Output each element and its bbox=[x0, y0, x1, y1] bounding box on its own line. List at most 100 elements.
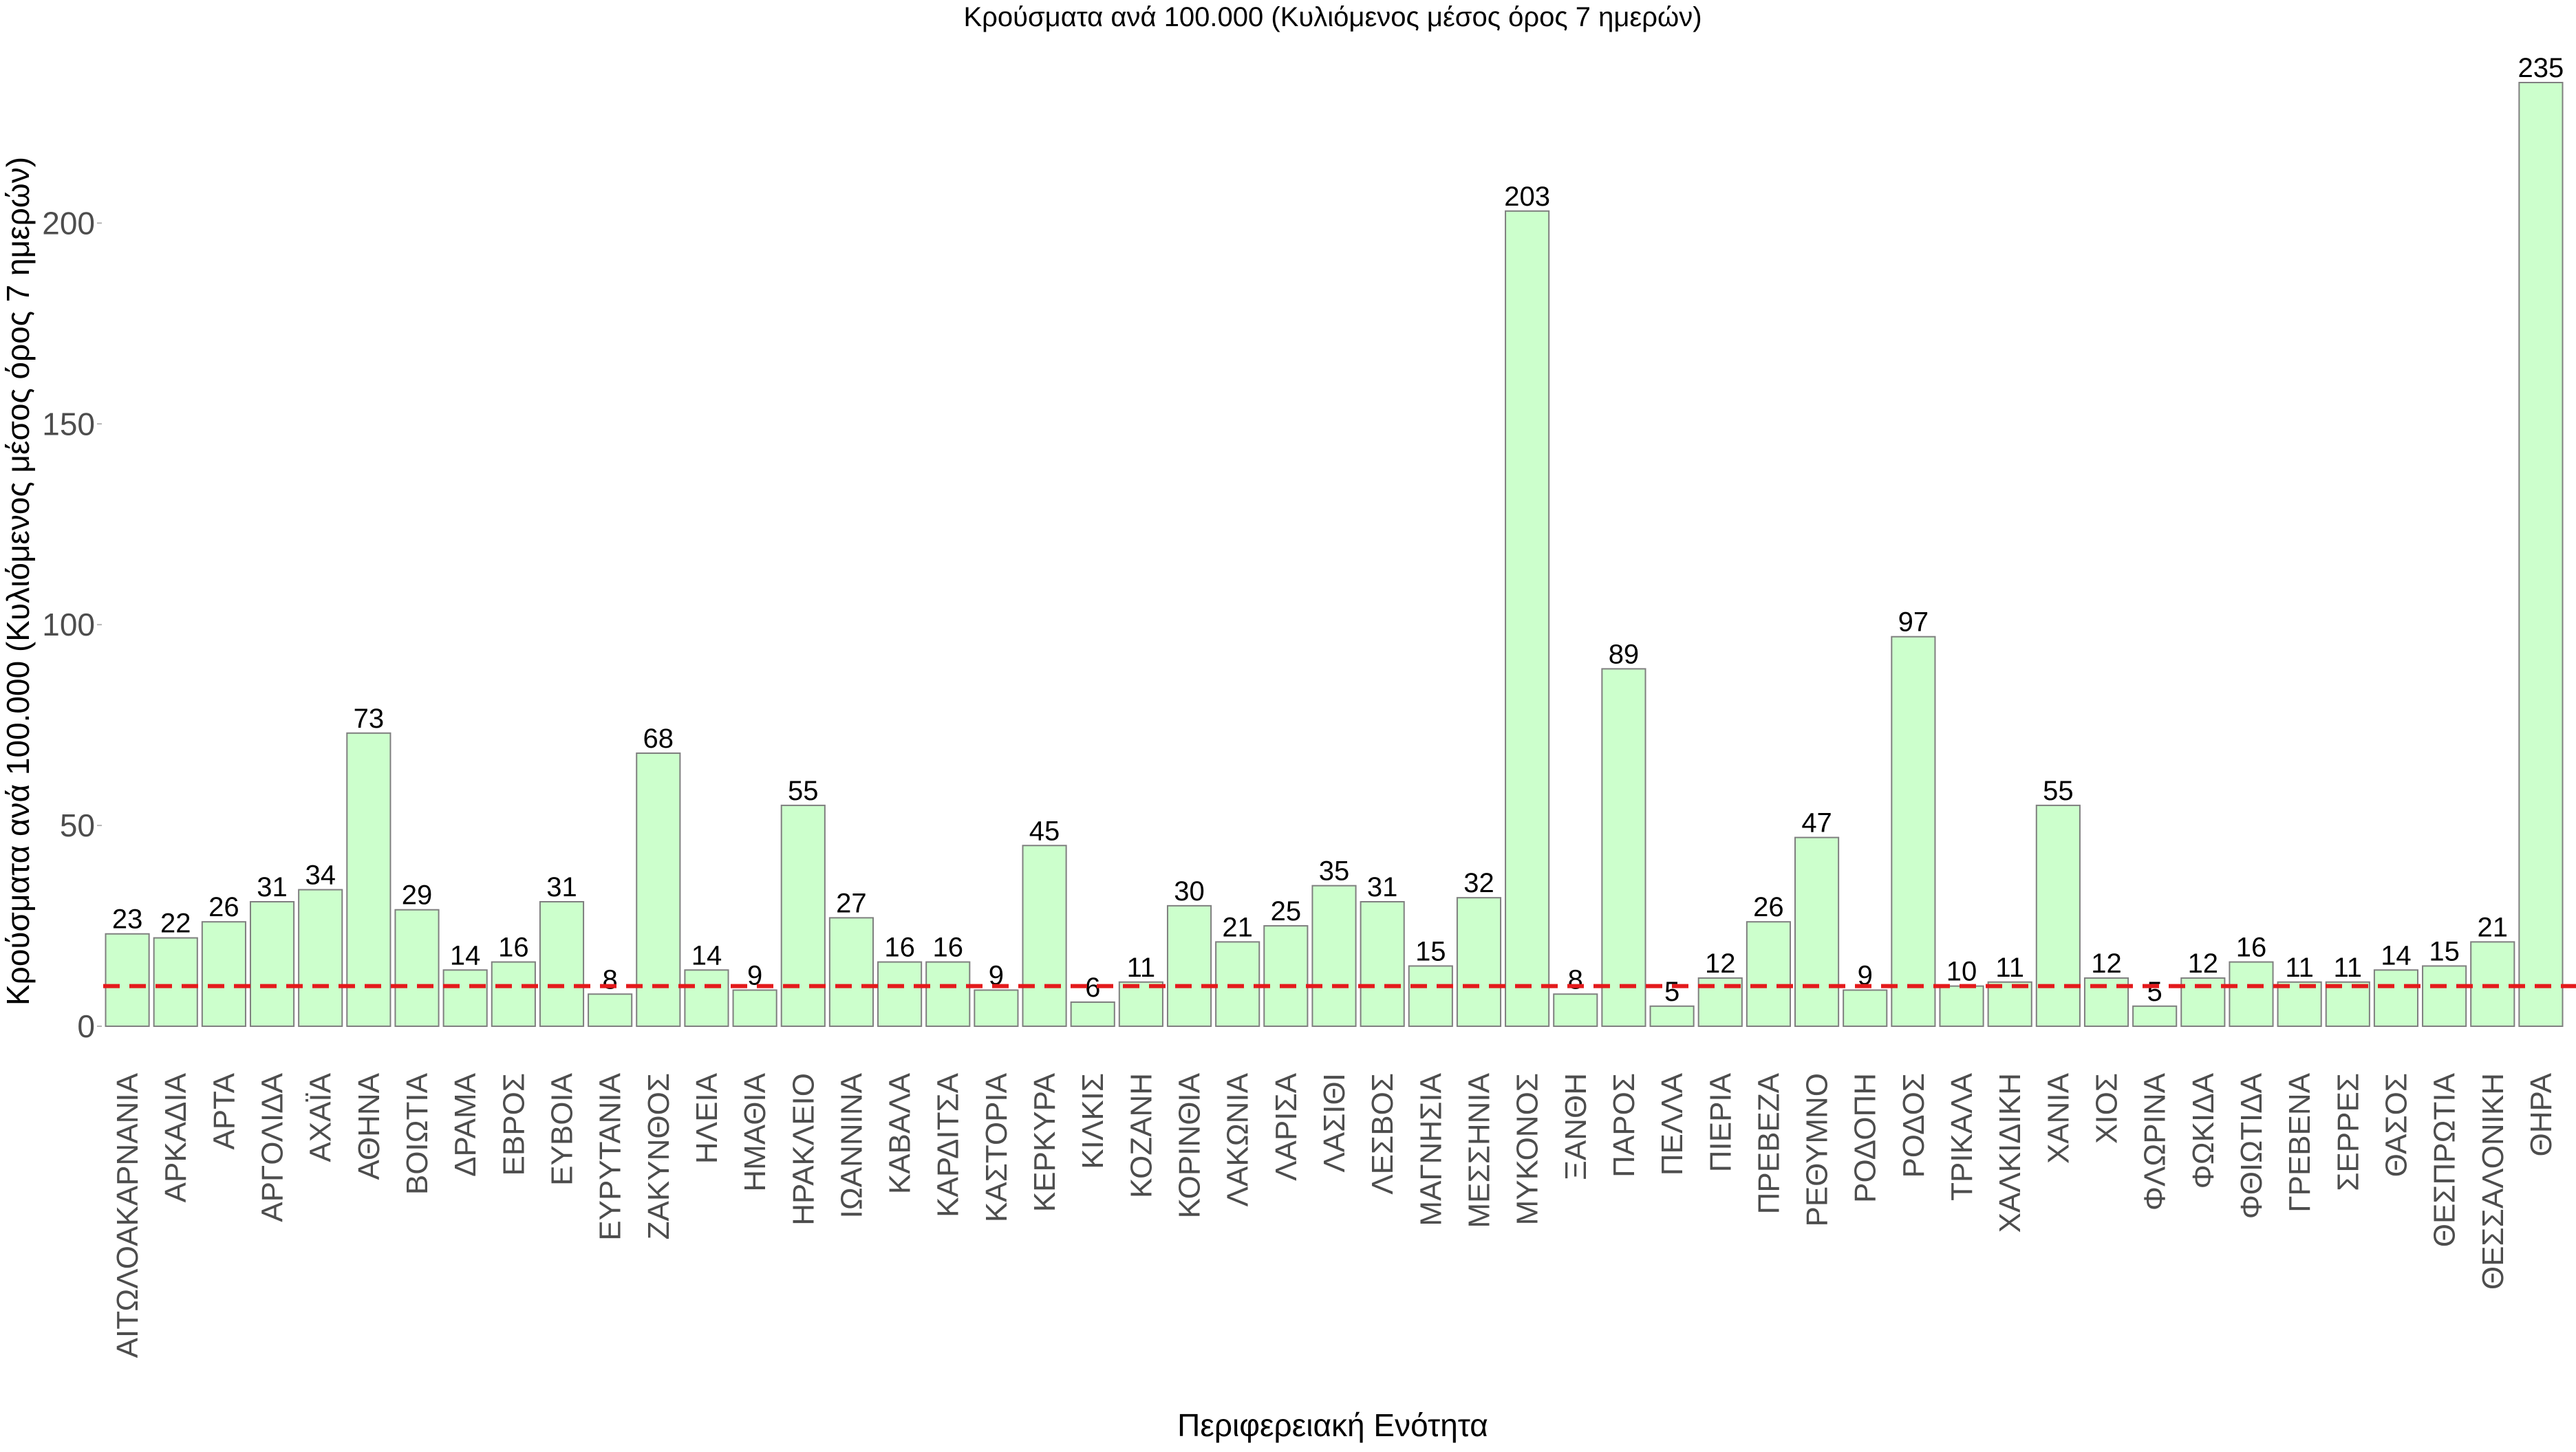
bar bbox=[2373, 969, 2419, 1027]
bar-value-label: 6 bbox=[1085, 973, 1100, 1003]
bar-value-label: 27 bbox=[836, 888, 867, 918]
bar bbox=[346, 732, 391, 1027]
bar-value-label: 8 bbox=[1568, 964, 1583, 995]
x-tick-label: ΑΡΓΟΛΙΔΑ bbox=[256, 1072, 290, 1222]
bar bbox=[2325, 981, 2370, 1027]
bar bbox=[1022, 845, 1067, 1028]
bar bbox=[1070, 1001, 1115, 1028]
bar bbox=[1649, 1005, 1695, 1027]
x-tick-label: ΘΗΡΑ bbox=[2524, 1072, 2558, 1156]
x-tick-label: ΚΟΡΙΝΘΙΑ bbox=[1173, 1072, 1207, 1218]
bar bbox=[1601, 668, 1646, 1027]
bar bbox=[1746, 921, 1791, 1027]
bar bbox=[925, 961, 971, 1028]
x-tick-label: ΛΕΣΒΟΣ bbox=[1366, 1073, 1399, 1195]
bar-value-label: 203 bbox=[1504, 182, 1550, 212]
bar-value-label: 9 bbox=[1858, 960, 1873, 990]
bar bbox=[974, 989, 1019, 1028]
bar-value-label: 235 bbox=[2518, 53, 2564, 83]
bar bbox=[1360, 901, 1405, 1028]
bar-value-label: 16 bbox=[498, 933, 529, 963]
bar-value-label: 14 bbox=[691, 940, 722, 971]
x-axis-title: Περιφερειακή Ενότητα bbox=[1177, 1407, 1488, 1443]
bar-value-label: 5 bbox=[1664, 977, 1679, 1007]
bar-value-label: 16 bbox=[884, 933, 915, 963]
x-tick-label: ΡΕΘΥΜΝΟ bbox=[1801, 1073, 1834, 1227]
bar-value-label: 16 bbox=[2236, 933, 2267, 963]
bar-value-label: 29 bbox=[402, 880, 433, 911]
bar-value-label: 55 bbox=[788, 776, 819, 806]
x-tick-label: ΧΙΟΣ bbox=[2090, 1073, 2124, 1144]
x-tick-label: ΧΑΝΙΑ bbox=[2041, 1072, 2075, 1164]
bar-value-label: 26 bbox=[1753, 892, 1784, 922]
x-tick-label: ΠΙΕΡΙΑ bbox=[1704, 1072, 1737, 1172]
bar-value-label: 9 bbox=[747, 960, 762, 990]
bar bbox=[2035, 804, 2081, 1028]
x-tick-label: ΘΕΣΠΡΩΤΙΑ bbox=[2428, 1072, 2462, 1247]
bar-value-label: 31 bbox=[1367, 872, 1398, 902]
bars-group bbox=[105, 82, 2564, 1028]
bar bbox=[2132, 1005, 2178, 1027]
bar-value-label: 11 bbox=[1127, 953, 1156, 983]
x-tick-label: ΔΡΑΜΑ bbox=[449, 1072, 482, 1176]
bar-value-label: 89 bbox=[1609, 639, 1640, 669]
x-tick-label: ΑΙΤΩΛΟΑΚΑΡΝΑΝΙΑ bbox=[111, 1072, 144, 1358]
bar bbox=[491, 961, 536, 1028]
bar bbox=[1118, 981, 1163, 1027]
bar bbox=[1456, 897, 1502, 1027]
bar bbox=[1408, 965, 1453, 1028]
x-tick-label: ΗΛΕΙΑ bbox=[690, 1072, 724, 1164]
bar-value-label: 15 bbox=[2429, 936, 2460, 966]
bar bbox=[1794, 836, 1840, 1027]
y-tick-label: 150 bbox=[42, 406, 95, 442]
bar bbox=[394, 909, 440, 1027]
bar-value-label: 15 bbox=[1415, 936, 1446, 966]
x-tick-label: ΧΑΛΚΙΔΙΚΗ bbox=[1993, 1073, 2027, 1233]
bar-value-label: 34 bbox=[305, 860, 336, 890]
x-tick-label: ΚΕΡΚΥΡΑ bbox=[1028, 1072, 1062, 1212]
bar-value-label: 14 bbox=[450, 940, 481, 971]
bar bbox=[1311, 885, 1357, 1027]
bar bbox=[1553, 993, 1598, 1027]
bar-value-label: 22 bbox=[160, 909, 191, 939]
bar-value-label: 5 bbox=[2147, 977, 2162, 1007]
x-tick-label: ΚΟΖΑΝΗ bbox=[1124, 1073, 1158, 1198]
bar bbox=[732, 989, 777, 1028]
x-tick-label: ΓΡΕΒΕΝΑ bbox=[2283, 1072, 2317, 1212]
bar-value-label: 31 bbox=[257, 872, 288, 902]
bar bbox=[780, 804, 826, 1028]
bar bbox=[105, 933, 150, 1027]
x-tick-label: ΜΥΚΟΝΟΣ bbox=[1511, 1073, 1545, 1225]
x-tick-label: ΠΑΡΟΣ bbox=[1607, 1073, 1641, 1178]
y-tick-label: 0 bbox=[77, 1008, 95, 1044]
x-tick-label: ΒΟΙΩΤΙΑ bbox=[400, 1072, 434, 1195]
bar-value-label: 14 bbox=[2381, 940, 2412, 971]
bar-value-label: 30 bbox=[1174, 876, 1205, 907]
bar-value-label: 55 bbox=[2043, 776, 2074, 806]
bar bbox=[1166, 904, 1212, 1028]
bar bbox=[2277, 981, 2322, 1027]
bar-value-label: 26 bbox=[208, 892, 239, 922]
bar bbox=[2229, 961, 2274, 1028]
bar bbox=[1263, 925, 1309, 1028]
bar-value-label: 11 bbox=[2285, 953, 2314, 983]
bar bbox=[2422, 965, 2467, 1028]
bar-value-label: 11 bbox=[2334, 953, 2363, 983]
x-tick-label: ΤΡΙΚΑΛΑ bbox=[1945, 1072, 1979, 1201]
x-tick-label: ΑΡΚΑΔΙΑ bbox=[159, 1072, 193, 1202]
y-tick-label: 200 bbox=[42, 205, 95, 241]
x-tick-label: ΘΑΣΟΣ bbox=[2379, 1073, 2413, 1177]
bar bbox=[1843, 989, 1888, 1028]
bar bbox=[636, 752, 681, 1027]
bar bbox=[298, 889, 343, 1028]
bar-value-label: 12 bbox=[1705, 949, 1736, 979]
bar-value-label: 68 bbox=[643, 724, 674, 754]
x-tick-label: ΠΡΕΒΕΖΑ bbox=[1752, 1072, 1785, 1214]
bar-value-label: 73 bbox=[354, 704, 385, 734]
x-tick-label: ΙΩΑΝΝΙΝΑ bbox=[835, 1072, 868, 1218]
bar bbox=[1939, 985, 1984, 1028]
bar-value-label: 25 bbox=[1271, 896, 1302, 927]
x-tick-label: ΠΕΛΛΑ bbox=[1655, 1072, 1689, 1175]
